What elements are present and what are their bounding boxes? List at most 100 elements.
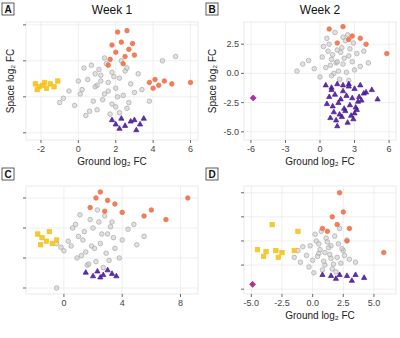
point: [122, 123, 127, 128]
tick-mark: [241, 216, 244, 217]
point: [108, 112, 113, 117]
figure: -20246Ground log₂ FCSpace log₂ FCAWeek 1…: [0, 0, 400, 338]
point: [97, 220, 102, 225]
point: [323, 250, 328, 255]
point: [88, 205, 93, 210]
point: [109, 271, 114, 276]
point: [114, 273, 119, 278]
point: [120, 238, 125, 243]
tick-mark: [250, 140, 251, 143]
point: [44, 239, 48, 243]
tick-mark: [343, 294, 344, 297]
tick-label: -2.5: [223, 98, 239, 108]
tick-mark: [241, 73, 244, 74]
point: [338, 50, 343, 55]
point: [91, 99, 96, 104]
point: [72, 103, 77, 108]
point: [344, 93, 349, 98]
point: [335, 123, 340, 128]
tick-label: 0: [76, 144, 81, 154]
point: [344, 273, 349, 278]
point: [99, 232, 104, 237]
point: [67, 89, 72, 94]
point: [320, 55, 325, 60]
point: [350, 59, 355, 64]
point: [301, 244, 306, 249]
point: [42, 80, 46, 84]
tick-label: -3: [281, 144, 289, 154]
grid-line: [26, 198, 198, 199]
point: [170, 82, 175, 87]
point: [326, 49, 331, 54]
point: [89, 63, 94, 68]
point: [54, 286, 59, 291]
point: [323, 65, 328, 70]
point: [100, 97, 105, 102]
point: [327, 94, 332, 99]
point: [47, 229, 51, 233]
point: [342, 253, 347, 258]
point: [348, 47, 353, 52]
panel-label-box: [206, 3, 218, 15]
point: [315, 254, 320, 259]
tick-label: 6: [387, 144, 392, 154]
point: [162, 79, 167, 84]
point: [110, 220, 115, 225]
point: [358, 36, 363, 41]
point: [111, 235, 116, 240]
grid-line: [26, 132, 198, 133]
tick-mark: [389, 140, 390, 143]
point: [334, 270, 339, 275]
point: [132, 222, 137, 227]
point: [320, 272, 325, 277]
point: [69, 244, 74, 249]
point: [117, 110, 122, 115]
point: [336, 69, 341, 74]
column-title: Week 1: [92, 3, 133, 17]
grid-line: [282, 186, 283, 294]
point: [113, 50, 118, 55]
grid-line: [26, 24, 198, 25]
panel-label: C: [4, 169, 11, 180]
point: [335, 81, 340, 86]
point: [330, 52, 335, 57]
point: [328, 63, 333, 68]
point: [127, 47, 132, 52]
point: [134, 127, 139, 132]
tick-mark: [241, 289, 244, 290]
point: [340, 246, 345, 251]
tick-label: -5.0: [244, 298, 260, 308]
point: [75, 256, 80, 261]
point: [95, 208, 100, 213]
panel: -5.0-2.50.02.55.0Ground log₂ FCD: [206, 168, 396, 321]
point: [355, 51, 360, 56]
point: [312, 270, 317, 275]
tick-mark: [241, 102, 244, 103]
grid-line: [373, 186, 374, 294]
point: [57, 100, 62, 105]
point: [66, 239, 71, 244]
point: [312, 66, 317, 71]
point: [104, 251, 109, 256]
point: [117, 126, 122, 131]
point: [188, 80, 193, 85]
point: [350, 95, 355, 100]
point: [327, 42, 332, 47]
point: [345, 239, 350, 244]
point: [347, 226, 352, 231]
point: [94, 196, 99, 201]
point: [352, 86, 357, 91]
tick-label: 0.0: [306, 298, 319, 308]
point: [113, 105, 118, 110]
grid-line: [26, 96, 198, 97]
point: [153, 77, 158, 82]
point: [328, 273, 333, 278]
grid-line: [40, 22, 41, 140]
point: [117, 256, 122, 261]
point: [136, 72, 141, 77]
tick-mark: [190, 140, 191, 143]
point: [160, 59, 165, 64]
point: [123, 54, 128, 59]
point: [98, 79, 103, 84]
point: [97, 67, 102, 72]
